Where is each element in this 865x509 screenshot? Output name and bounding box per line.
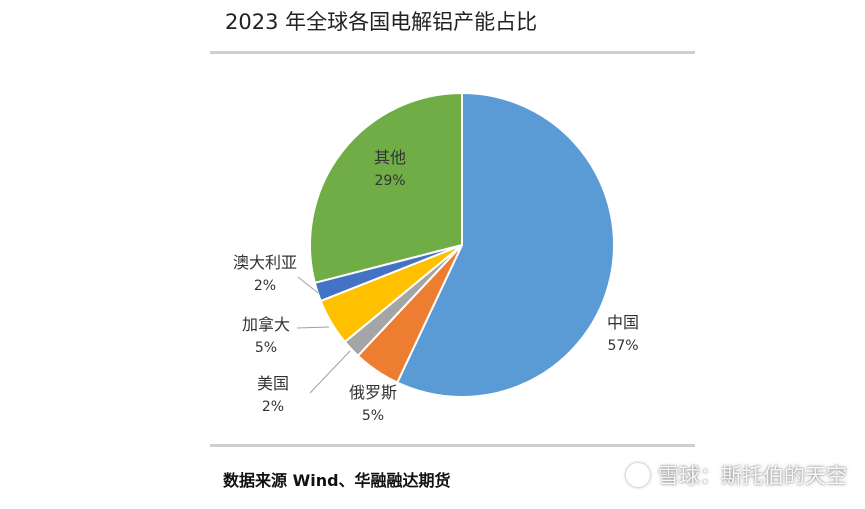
pie-slice-5 [309, 91, 463, 285]
slice-value-label-4: 2% [254, 278, 276, 294]
leader-line-4 [297, 276, 319, 294]
slice-name-label-1: 俄罗斯 [349, 383, 397, 402]
slice-value-label-3: 5% [255, 340, 277, 356]
slice-name-label-4: 澳大利亚 [233, 253, 297, 272]
slice-value-label-1: 5% [362, 408, 384, 424]
leader-line-3 [296, 326, 330, 329]
source-note: 数据来源 Wind、华融融达期货 [223, 471, 451, 490]
watermark: 雪球：斯托伯的天空 [626, 460, 847, 490]
pie-slice-0 [395, 91, 615, 398]
bottom-divider [210, 444, 695, 447]
slice-name-label-2: 美国 [257, 374, 289, 393]
slice-name-label-0: 中国 [607, 313, 639, 332]
snowball-logo-icon [626, 463, 650, 487]
top-divider [210, 51, 695, 54]
slice-value-label-0: 57% [607, 338, 638, 354]
chart-title: 2023 年全球各国电解铝产能占比 [225, 10, 538, 34]
watermark-text: 雪球：斯托伯的天空 [658, 464, 847, 488]
slice-value-label-2: 2% [262, 399, 284, 415]
slice-name-label-5: 其他 [374, 148, 406, 167]
slice-value-label-5: 29% [374, 173, 405, 189]
leader-line-2 [309, 350, 351, 394]
slice-name-label-3: 加拿大 [242, 315, 290, 334]
